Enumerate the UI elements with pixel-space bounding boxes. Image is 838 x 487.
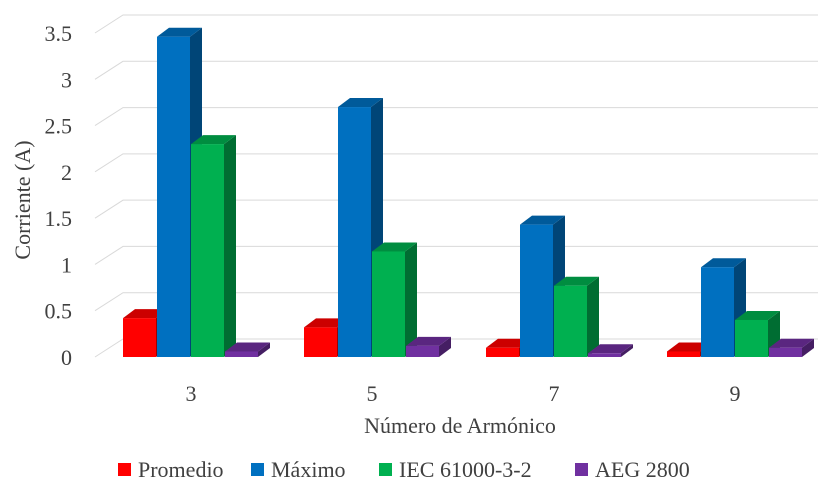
bar-top bbox=[123, 309, 168, 319]
bar bbox=[769, 338, 814, 357]
gridline bbox=[94, 153, 818, 173]
bar bbox=[735, 310, 780, 357]
bar-top bbox=[588, 344, 633, 354]
legend-swatch bbox=[118, 463, 131, 476]
bar-front bbox=[406, 345, 439, 357]
bar-top bbox=[520, 215, 565, 225]
bar-top bbox=[191, 135, 236, 145]
bar-front bbox=[588, 353, 621, 357]
x-tick-label: 9 bbox=[730, 381, 741, 406]
x-tick-label: 5 bbox=[367, 381, 378, 406]
legend-entry: Máximo bbox=[251, 457, 346, 482]
bar-top bbox=[338, 98, 383, 108]
legend-entry: IEC 61000-3-2 bbox=[379, 457, 532, 482]
bar bbox=[191, 135, 236, 357]
x-tick-labels: 3 5 7 9 bbox=[186, 381, 741, 406]
bar-front bbox=[667, 351, 700, 357]
gridlines bbox=[94, 14, 818, 358]
y-tick-label: 1 bbox=[61, 252, 72, 277]
bar-front bbox=[191, 144, 224, 357]
gridline bbox=[94, 60, 818, 80]
gridline bbox=[94, 245, 818, 265]
bar bbox=[406, 336, 451, 357]
bar-front bbox=[225, 351, 258, 357]
legend-label: AEG 2800 bbox=[595, 457, 690, 482]
bars bbox=[123, 27, 814, 358]
gridline bbox=[94, 14, 818, 34]
legend-swatch bbox=[379, 463, 392, 476]
x-tick-label: 3 bbox=[186, 381, 197, 406]
legend: Promedio Máximo IEC 61000-3-2 AEG 2800 bbox=[118, 457, 690, 482]
bar-front bbox=[701, 267, 734, 357]
bar-front bbox=[157, 36, 190, 358]
bar bbox=[701, 258, 746, 357]
bar-top bbox=[372, 242, 417, 252]
x-axis-title: Número de Armónico bbox=[364, 413, 556, 438]
bar-top bbox=[735, 310, 780, 320]
legend-entry: Promedio bbox=[118, 457, 224, 482]
legend-swatch bbox=[575, 463, 588, 476]
bar-front bbox=[735, 319, 768, 357]
bar-top bbox=[157, 27, 202, 37]
bar-front bbox=[338, 107, 371, 357]
bar-side bbox=[224, 135, 236, 357]
gridline bbox=[94, 199, 818, 219]
y-tick-label: 1.5 bbox=[45, 206, 73, 231]
bar-side bbox=[802, 338, 814, 357]
bar-side bbox=[258, 342, 270, 357]
bar bbox=[554, 276, 599, 357]
bar-top bbox=[406, 336, 451, 346]
bar-top bbox=[667, 342, 712, 352]
y-tick-label: 2 bbox=[61, 160, 72, 185]
legend-label: Máximo bbox=[271, 457, 346, 482]
y-tick-label: 3 bbox=[61, 67, 72, 92]
bar-top bbox=[769, 338, 814, 348]
x-tick-label: 7 bbox=[549, 381, 560, 406]
bar-front bbox=[486, 347, 519, 357]
bar-side bbox=[439, 336, 451, 357]
legend-label: IEC 61000-3-2 bbox=[399, 457, 532, 482]
bar bbox=[372, 242, 417, 357]
bar-front bbox=[769, 347, 802, 357]
bar-front bbox=[304, 327, 337, 357]
bar-top bbox=[554, 276, 599, 286]
bar-front bbox=[554, 285, 587, 357]
bar bbox=[225, 342, 270, 357]
y-tick-label: 0 bbox=[61, 345, 72, 370]
legend-label: Promedio bbox=[138, 457, 224, 482]
bar-top bbox=[304, 318, 349, 328]
bar-front bbox=[520, 224, 553, 357]
gridline bbox=[94, 107, 818, 126]
y-tick-label: 3.5 bbox=[45, 21, 73, 46]
y-tick-label: 0.5 bbox=[45, 299, 73, 324]
bar-front bbox=[372, 251, 405, 357]
bar-top bbox=[701, 258, 746, 268]
y-axis-title: Corriente (A) bbox=[10, 140, 35, 259]
bar-front bbox=[123, 318, 156, 357]
bar-side bbox=[587, 276, 599, 357]
legend-swatch bbox=[251, 463, 264, 476]
bar bbox=[588, 344, 633, 357]
bar-top bbox=[486, 338, 531, 348]
y-tick-label: 2.5 bbox=[45, 114, 73, 139]
bar-side bbox=[405, 242, 417, 357]
legend-entry: AEG 2800 bbox=[575, 457, 690, 482]
bar-side bbox=[621, 344, 633, 357]
y-tick-labels: 0 0.5 1 1.5 2 2.5 3 3.5 bbox=[45, 21, 73, 370]
bar-top bbox=[225, 342, 270, 352]
